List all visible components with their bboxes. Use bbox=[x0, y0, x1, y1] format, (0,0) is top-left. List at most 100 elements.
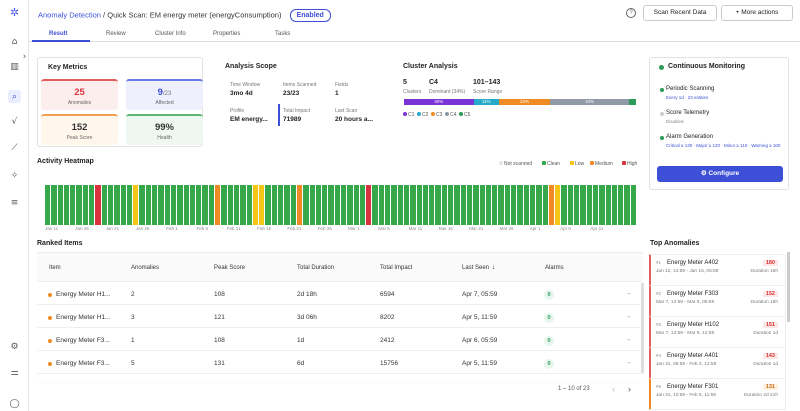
heatmap-cell[interactable] bbox=[145, 185, 152, 225]
heatmap-cell[interactable] bbox=[460, 185, 466, 225]
heatmap-cell[interactable] bbox=[485, 185, 492, 225]
heatmap-cell[interactable] bbox=[435, 185, 441, 225]
heatmap-cell[interactable] bbox=[605, 185, 611, 225]
sparkle-icon[interactable]: ✧ bbox=[10, 170, 19, 181]
heatmap-cell[interactable] bbox=[347, 185, 353, 225]
heatmap-cell[interactable] bbox=[441, 185, 448, 225]
heatmap-cell[interactable] bbox=[139, 185, 145, 225]
heatmap-cell[interactable] bbox=[403, 185, 410, 225]
column-header[interactable]: Total Duration bbox=[297, 265, 335, 271]
heatmap-cell[interactable] bbox=[196, 185, 202, 225]
heatmap-cell[interactable] bbox=[630, 185, 636, 225]
column-header[interactable]: Peak Score bbox=[214, 265, 246, 271]
heatmap-cell[interactable] bbox=[303, 185, 309, 225]
heatmap-cell[interactable] bbox=[315, 185, 322, 225]
heatmap-cell[interactable] bbox=[561, 185, 567, 225]
top-anomaly-item[interactable]: #4 Energy Meter A401 143 Jan 31, 06:59 - Fe… bbox=[649, 347, 786, 379]
column-header[interactable]: Item bbox=[49, 265, 61, 271]
heatmap-cell[interactable] bbox=[366, 185, 372, 225]
top-anomaly-item[interactable]: #3 Energy Meter H102 151 Mar 7, 12:59 - Mar… bbox=[649, 316, 786, 348]
more-actions-button[interactable]: + More actions bbox=[721, 5, 793, 21]
heatmap-cell[interactable] bbox=[95, 185, 101, 225]
heatmap-cell[interactable] bbox=[492, 185, 498, 225]
heatmap-cell[interactable] bbox=[372, 185, 378, 225]
search-icon[interactable]: ⌕ bbox=[8, 90, 21, 103]
heatmap-cell[interactable] bbox=[341, 185, 347, 225]
tab-cluster-info[interactable]: Cluster Info bbox=[155, 31, 186, 37]
heatmap-cell[interactable] bbox=[296, 185, 303, 225]
heatmap-cell[interactable] bbox=[378, 185, 385, 225]
sort-down-icon[interactable]: ↓ bbox=[492, 264, 496, 271]
heatmap-cell[interactable] bbox=[252, 185, 259, 225]
column-header[interactable]: Last Seen bbox=[462, 265, 490, 271]
heatmap-cell[interactable] bbox=[240, 185, 246, 225]
heatmap-cell[interactable] bbox=[422, 185, 429, 225]
heatmap-cell[interactable] bbox=[334, 185, 340, 225]
heatmap-cell[interactable] bbox=[517, 185, 523, 225]
heatmap-cell[interactable] bbox=[410, 185, 416, 225]
home-icon[interactable]: ⌂ bbox=[11, 36, 18, 47]
heatmap-cell[interactable] bbox=[548, 185, 555, 225]
heatmap-cell[interactable] bbox=[120, 185, 126, 225]
user-icon[interactable]: ◯ bbox=[9, 398, 20, 409]
top-anomaly-item[interactable]: #1 Energy Meter A402 180 Jan 12, 14:59 - Ja… bbox=[649, 254, 786, 286]
tab-result[interactable]: Result bbox=[49, 31, 68, 37]
heatmap-cell[interactable] bbox=[385, 185, 391, 225]
heatmap-cell[interactable] bbox=[498, 185, 504, 225]
column-header[interactable]: Anomalies bbox=[131, 265, 160, 271]
table-row[interactable] bbox=[37, 375, 643, 383]
heatmap-cell[interactable] bbox=[164, 185, 170, 225]
heatmap-cell[interactable] bbox=[599, 185, 605, 225]
sqrt-icon[interactable]: √ bbox=[11, 116, 18, 127]
heatmap-cell[interactable] bbox=[227, 185, 233, 225]
column-header[interactable]: Total Impact bbox=[380, 265, 413, 271]
heatmap-cell[interactable] bbox=[152, 185, 158, 225]
heatmap-cell[interactable] bbox=[592, 185, 599, 225]
heatmap-cell[interactable] bbox=[284, 185, 290, 225]
heatmap-cell[interactable] bbox=[133, 185, 139, 225]
heatmap-cell[interactable] bbox=[567, 185, 574, 225]
tab-tasks[interactable]: Tasks bbox=[275, 31, 291, 37]
row-arrow-icon[interactable]: → bbox=[625, 313, 632, 320]
heatmap-cell[interactable] bbox=[542, 185, 548, 225]
heatmap-cell[interactable] bbox=[618, 185, 624, 225]
heatmap-cell[interactable] bbox=[322, 185, 328, 225]
tab-properties[interactable]: Properties bbox=[213, 31, 241, 37]
breadcrumb-link[interactable]: Anomaly Detection bbox=[38, 10, 101, 20]
heatmap-cell[interactable] bbox=[114, 185, 120, 225]
heatmap-cell[interactable] bbox=[397, 185, 403, 225]
next-page-button[interactable]: › bbox=[628, 384, 631, 394]
heatmap-cell[interactable] bbox=[45, 185, 51, 225]
heatmap-cell[interactable] bbox=[529, 185, 536, 225]
heatmap-cell[interactable] bbox=[259, 185, 265, 225]
heatmap-cell[interactable] bbox=[290, 185, 296, 225]
heatmap-cell[interactable] bbox=[586, 185, 592, 225]
heatmap-cell[interactable] bbox=[429, 185, 435, 225]
heatmap-cell[interactable] bbox=[202, 185, 208, 225]
heatmap-cell[interactable] bbox=[82, 185, 89, 225]
heatmap-cell[interactable] bbox=[309, 185, 315, 225]
heatmap-cell[interactable] bbox=[448, 185, 454, 225]
heatmap-cell[interactable] bbox=[536, 185, 542, 225]
heatmap-cell[interactable] bbox=[51, 185, 57, 225]
heatmap-cell[interactable] bbox=[215, 185, 221, 225]
row-arrow-icon[interactable]: → bbox=[625, 359, 632, 366]
heatmap-cell[interactable] bbox=[416, 185, 422, 225]
heatmap-cell[interactable] bbox=[523, 185, 529, 225]
heatmap-cell[interactable] bbox=[177, 185, 183, 225]
filter-icon[interactable]: ⚌ bbox=[10, 367, 19, 378]
heatmap-cell[interactable] bbox=[76, 185, 82, 225]
heatmap-cell[interactable] bbox=[479, 185, 485, 225]
scrollbar[interactable] bbox=[641, 283, 644, 373]
row-arrow-icon[interactable]: → bbox=[625, 336, 632, 343]
heatmap-cell[interactable] bbox=[555, 185, 561, 225]
heatmap-cell[interactable] bbox=[208, 185, 215, 225]
top-anomaly-item[interactable]: #2 Energy Meter F303 152 Mar 7, 12:59 - Mar… bbox=[649, 285, 786, 317]
heatmap-cell[interactable] bbox=[233, 185, 240, 225]
chart-icon[interactable]: ▥ bbox=[10, 61, 19, 72]
configure-button[interactable]: ⚙ Configure bbox=[657, 166, 783, 182]
table-row[interactable] bbox=[37, 283, 643, 305]
gear-icon[interactable]: ⚙ bbox=[10, 341, 19, 352]
column-header[interactable]: Alarms bbox=[545, 265, 564, 271]
trend-icon[interactable]: ⟋ bbox=[11, 142, 18, 153]
